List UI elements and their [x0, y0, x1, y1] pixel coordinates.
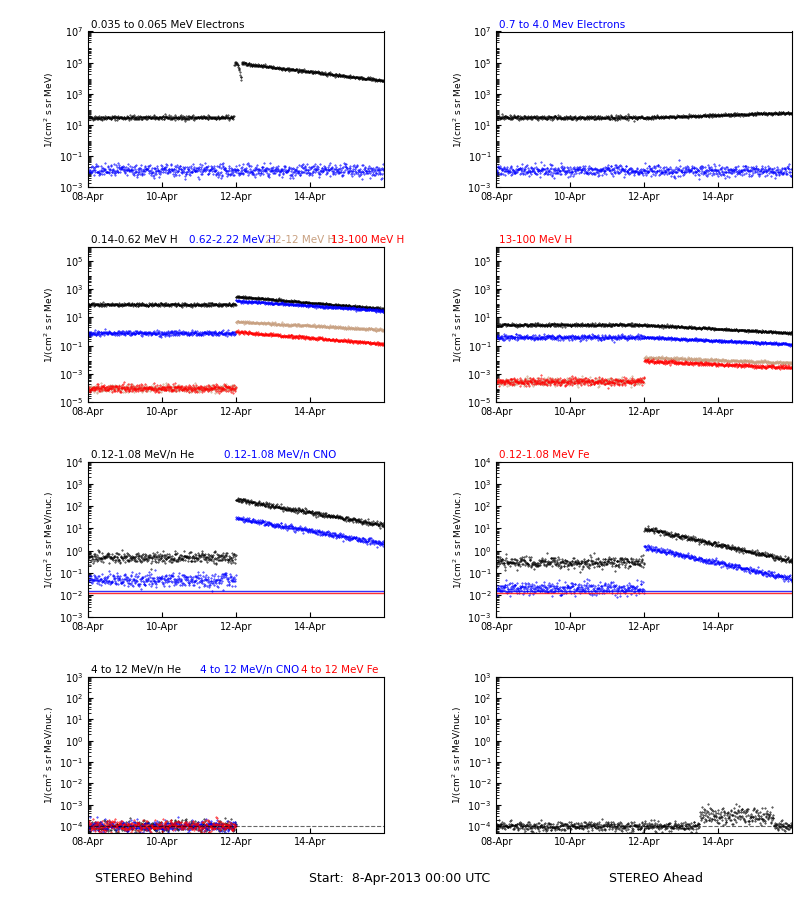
Text: 2.2-12 MeV H: 2.2-12 MeV H [266, 235, 336, 245]
Text: 0.7 to 4.0 Mev Electrons: 0.7 to 4.0 Mev Electrons [499, 20, 626, 30]
Text: 4 to 12 MeV Fe: 4 to 12 MeV Fe [301, 665, 378, 675]
Y-axis label: 1/(cm$^2$ s sr MeV): 1/(cm$^2$ s sr MeV) [43, 286, 56, 363]
Y-axis label: 1/(cm$^2$ s sr MeV): 1/(cm$^2$ s sr MeV) [43, 71, 56, 148]
Text: STEREO Ahead: STEREO Ahead [609, 872, 703, 885]
Text: 0.12-1.08 MeV/n CNO: 0.12-1.08 MeV/n CNO [224, 450, 337, 460]
Y-axis label: 1/(cm$^2$ s sr MeV/nuc.): 1/(cm$^2$ s sr MeV/nuc.) [451, 491, 465, 589]
Text: 0.12-1.08 MeV/n He: 0.12-1.08 MeV/n He [91, 450, 194, 460]
Y-axis label: 1/(cm$^2$ s sr MeV/nuc.): 1/(cm$^2$ s sr MeV/nuc.) [451, 706, 464, 804]
Text: 4 to 12 MeV/n He: 4 to 12 MeV/n He [91, 665, 181, 675]
Y-axis label: 1/(cm$^2$ s sr MeV/nuc.): 1/(cm$^2$ s sr MeV/nuc.) [43, 491, 56, 589]
Text: Start:  8-Apr-2013 00:00 UTC: Start: 8-Apr-2013 00:00 UTC [310, 872, 490, 885]
Text: 4 to 12 MeV/n CNO: 4 to 12 MeV/n CNO [201, 665, 300, 675]
Text: STEREO Behind: STEREO Behind [95, 872, 193, 885]
Text: 13-100 MeV H: 13-100 MeV H [499, 235, 573, 245]
Text: 0.12-1.08 MeV Fe: 0.12-1.08 MeV Fe [499, 450, 590, 460]
Text: 0.62-2.22 MeV H: 0.62-2.22 MeV H [189, 235, 275, 245]
Y-axis label: 1/(cm$^2$ s sr MeV): 1/(cm$^2$ s sr MeV) [451, 71, 465, 148]
Text: 13-100 MeV H: 13-100 MeV H [330, 235, 404, 245]
Y-axis label: 1/(cm$^2$ s sr MeV/nuc.): 1/(cm$^2$ s sr MeV/nuc.) [42, 706, 56, 804]
Text: 0.035 to 0.065 MeV Electrons: 0.035 to 0.065 MeV Electrons [91, 20, 245, 30]
Y-axis label: 1/(cm$^2$ s sr MeV): 1/(cm$^2$ s sr MeV) [451, 286, 465, 363]
Text: 0.14-0.62 MeV H: 0.14-0.62 MeV H [91, 235, 178, 245]
